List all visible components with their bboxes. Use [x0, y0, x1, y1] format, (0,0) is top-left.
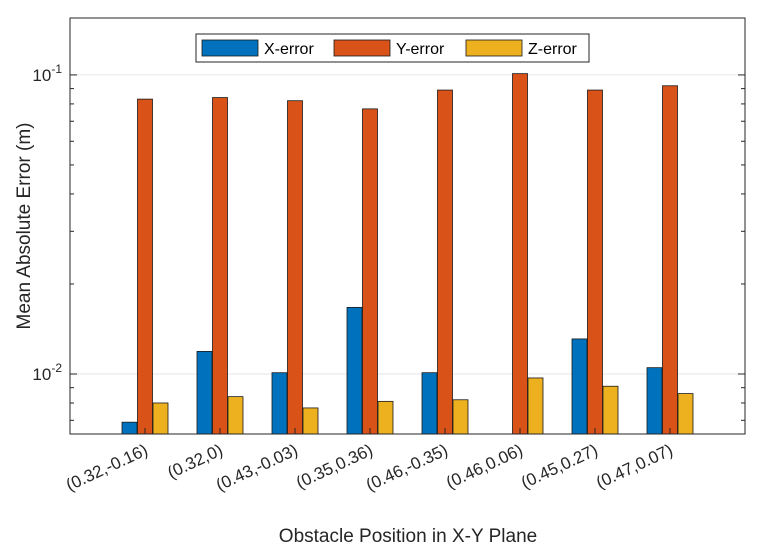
- bar-y-error: [437, 89, 453, 435]
- legend: X-error Y-error Z-error: [195, 33, 590, 63]
- bar-z-error: [152, 402, 169, 435]
- bar-z-error: [227, 396, 244, 435]
- grid-lines: [70, 74, 745, 375]
- bar-x-error: [646, 367, 663, 435]
- legend-label-x-error: X-error: [264, 41, 314, 58]
- bar-z-error: [527, 377, 544, 435]
- y-tick-base: 10: [32, 66, 51, 85]
- y-tick-labels: 10-210-1: [32, 62, 62, 384]
- y-tick-exponent: -1: [51, 62, 62, 76]
- legend-swatch-y-error: [333, 39, 391, 57]
- bars: [121, 73, 694, 435]
- x-tick-label: (0.43,-0.03): [213, 440, 301, 494]
- y-tick-label: 10-1: [32, 62, 62, 85]
- x-tick-label: (0.45,0.27): [518, 440, 601, 492]
- bar-y-error: [362, 108, 378, 435]
- bar-y-error: [137, 98, 153, 435]
- x-tick-label: (0.46,0.06): [443, 440, 526, 492]
- bar-y-error: [287, 100, 303, 435]
- bar-z-error: [452, 399, 469, 435]
- bar-x-error: [421, 372, 438, 435]
- bar-x-error: [571, 338, 588, 435]
- bar-y-error: [587, 89, 603, 435]
- bar-z-error: [677, 393, 694, 435]
- legend-label-z-error: Z-error: [528, 41, 578, 58]
- y-tick-base: 10: [32, 365, 51, 384]
- bar-z-error: [377, 400, 394, 435]
- x-axis-label: Obstacle Position in X-Y Plane: [279, 526, 537, 546]
- bar-y-error: [212, 97, 228, 435]
- x-tick-label: (0.47,0.07): [593, 440, 676, 492]
- bar-y-error: [512, 73, 528, 435]
- y-tick-exponent: -2: [51, 361, 62, 375]
- plot-frame: [69, 17, 746, 435]
- bar-y-error: [662, 85, 678, 435]
- bar-x-error: [196, 350, 213, 435]
- bar-z-error: [302, 407, 319, 435]
- x-tick-labels: (0.32,-0.16) (0.32,0)(0.43,-0.03)(0.35,0.…: [63, 428, 676, 495]
- x-tick-label: (0.32,-0.16): [63, 440, 151, 494]
- bar-x-error: [121, 421, 138, 435]
- plot-area-background: [70, 18, 745, 434]
- legend-box: [195, 33, 590, 63]
- x-tick-label: (0.35,0.36): [293, 440, 376, 492]
- bar-z-error: [602, 385, 619, 435]
- minor-ticks: [70, 74, 745, 421]
- y-axis-label: Mean Absolute Error (m): [14, 123, 35, 330]
- y-tick-label: 10-2: [32, 361, 62, 384]
- legend-swatch-x-error: [201, 39, 259, 57]
- bar-x-error: [271, 372, 288, 435]
- bar-x-error: [346, 306, 363, 435]
- legend-label-y-error: Y-error: [396, 41, 445, 58]
- x-tick-label: (0.46,-0.35): [363, 440, 451, 494]
- legend-swatch-z-error: [465, 39, 523, 57]
